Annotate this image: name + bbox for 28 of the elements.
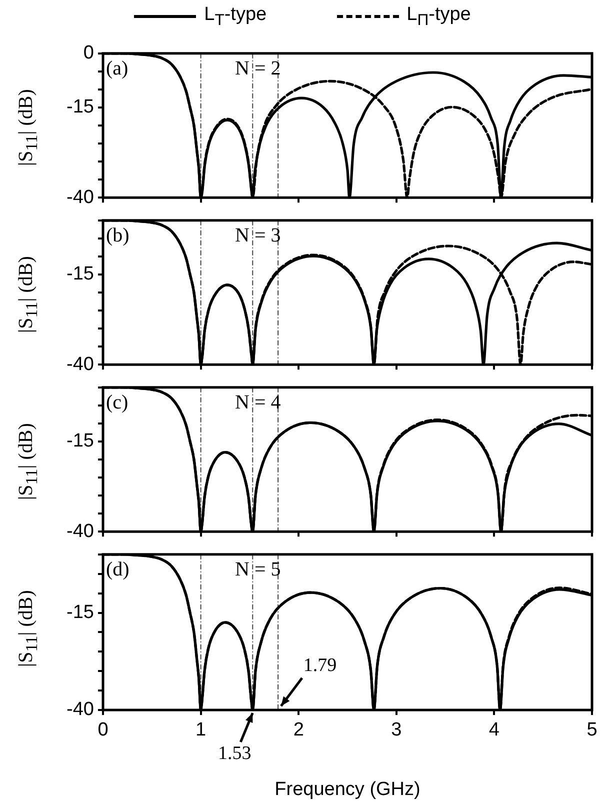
annotation: 1.53: [218, 742, 252, 764]
legend-label: L$_{T}$-type: [204, 4, 267, 30]
annotation: 1.79: [303, 654, 337, 676]
y-tick-label: -15: [66, 430, 94, 452]
x-tick-label: 3: [391, 720, 402, 741]
annotation: (a): [106, 58, 128, 80]
y-tick-label: -40: [66, 354, 94, 375]
annotation: N = 4: [235, 392, 281, 414]
y-tick-label: -40: [66, 186, 94, 208]
annotation: (b): [106, 224, 130, 247]
y-tick-label: 0: [83, 42, 94, 64]
annotation: N = 2: [235, 58, 281, 80]
annotation: N = 3: [235, 224, 281, 247]
x-axis-title: Frequency (GHz): [274, 778, 420, 800]
annotation: (d): [106, 558, 130, 581]
y-tick-label: -15: [66, 264, 94, 285]
annotation: N = 5: [235, 558, 281, 581]
y-tick-label: -40: [66, 520, 94, 542]
legend-label: L$_{Π}$-type: [406, 4, 471, 30]
y-tick-label: -15: [66, 96, 94, 118]
x-tick-label: 0: [98, 720, 108, 741]
x-tick-label: 4: [488, 720, 500, 741]
x-tick-label: 1: [196, 720, 206, 741]
y-tick-label: -15: [66, 602, 94, 623]
annotation: (c): [106, 392, 128, 414]
x-tick-label: 5: [586, 720, 598, 741]
y-tick-label: -40: [66, 699, 94, 720]
x-tick-label: 2: [293, 720, 304, 741]
